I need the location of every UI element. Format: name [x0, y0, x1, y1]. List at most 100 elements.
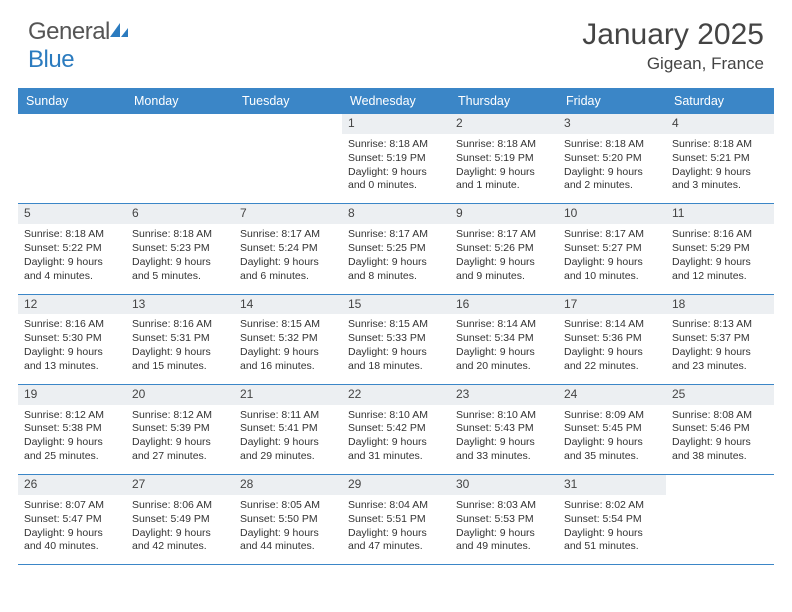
daylight-text: and 44 minutes. — [240, 540, 336, 554]
sunset-text: Sunset: 5:45 PM — [564, 422, 660, 436]
day-number: 30 — [450, 475, 558, 495]
daylight-text: and 42 minutes. — [132, 540, 228, 554]
daylight-text: Daylight: 9 hours — [348, 436, 444, 450]
calendar-cell: 30Sunrise: 8:03 AMSunset: 5:53 PMDayligh… — [450, 475, 558, 564]
day-number-empty — [666, 475, 774, 495]
daylight-text: and 25 minutes. — [24, 450, 120, 464]
daylight-text: and 22 minutes. — [564, 360, 660, 374]
daylight-text: and 49 minutes. — [456, 540, 552, 554]
daylight-text: Daylight: 9 hours — [24, 346, 120, 360]
daylight-text: Daylight: 9 hours — [240, 346, 336, 360]
daylight-text: Daylight: 9 hours — [132, 436, 228, 450]
calendar-cell: 31Sunrise: 8:02 AMSunset: 5:54 PMDayligh… — [558, 475, 666, 564]
calendar-cell: 11Sunrise: 8:16 AMSunset: 5:29 PMDayligh… — [666, 204, 774, 293]
sunrise-text: Sunrise: 8:17 AM — [240, 228, 336, 242]
sunrise-text: Sunrise: 8:10 AM — [348, 409, 444, 423]
calendar-cell: 26Sunrise: 8:07 AMSunset: 5:47 PMDayligh… — [18, 475, 126, 564]
daylight-text: Daylight: 9 hours — [132, 346, 228, 360]
day-number-empty — [18, 114, 126, 134]
sunset-text: Sunset: 5:27 PM — [564, 242, 660, 256]
daylight-text: Daylight: 9 hours — [348, 166, 444, 180]
daylight-text: Daylight: 9 hours — [564, 436, 660, 450]
calendar-cell: 14Sunrise: 8:15 AMSunset: 5:32 PMDayligh… — [234, 295, 342, 384]
weekday-tue: Tuesday — [234, 88, 342, 114]
weekday-header: Sunday Monday Tuesday Wednesday Thursday… — [18, 88, 774, 114]
calendar-cell: 3Sunrise: 8:18 AMSunset: 5:20 PMDaylight… — [558, 114, 666, 203]
day-number: 10 — [558, 204, 666, 224]
day-number: 5 — [18, 204, 126, 224]
daylight-text: and 40 minutes. — [24, 540, 120, 554]
day-number: 22 — [342, 385, 450, 405]
logo-text: GeneralBlue — [28, 18, 130, 74]
sunset-text: Sunset: 5:33 PM — [348, 332, 444, 346]
daylight-text: and 12 minutes. — [672, 270, 768, 284]
daylight-text: and 10 minutes. — [564, 270, 660, 284]
day-number: 29 — [342, 475, 450, 495]
calendar-cell: 7Sunrise: 8:17 AMSunset: 5:24 PMDaylight… — [234, 204, 342, 293]
calendar-cell — [18, 114, 126, 203]
calendar-cell: 4Sunrise: 8:18 AMSunset: 5:21 PMDaylight… — [666, 114, 774, 203]
sunrise-text: Sunrise: 8:18 AM — [24, 228, 120, 242]
logo-part2: Blue — [28, 46, 74, 73]
calendar-cell: 5Sunrise: 8:18 AMSunset: 5:22 PMDaylight… — [18, 204, 126, 293]
day-number: 24 — [558, 385, 666, 405]
sunset-text: Sunset: 5:24 PM — [240, 242, 336, 256]
sunrise-text: Sunrise: 8:15 AM — [348, 318, 444, 332]
weekday-wed: Wednesday — [342, 88, 450, 114]
daylight-text: Daylight: 9 hours — [348, 346, 444, 360]
sunrise-text: Sunrise: 8:12 AM — [24, 409, 120, 423]
calendar-cell: 6Sunrise: 8:18 AMSunset: 5:23 PMDaylight… — [126, 204, 234, 293]
sunrise-text: Sunrise: 8:12 AM — [132, 409, 228, 423]
daylight-text: and 18 minutes. — [348, 360, 444, 374]
calendar-cell: 1Sunrise: 8:18 AMSunset: 5:19 PMDaylight… — [342, 114, 450, 203]
daylight-text: and 20 minutes. — [456, 360, 552, 374]
sunrise-text: Sunrise: 8:04 AM — [348, 499, 444, 513]
day-number-empty — [234, 114, 342, 134]
sunset-text: Sunset: 5:34 PM — [456, 332, 552, 346]
calendar-cell: 16Sunrise: 8:14 AMSunset: 5:34 PMDayligh… — [450, 295, 558, 384]
weekday-thu: Thursday — [450, 88, 558, 114]
daylight-text: and 38 minutes. — [672, 450, 768, 464]
daylight-text: Daylight: 9 hours — [132, 256, 228, 270]
daylight-text: Daylight: 9 hours — [672, 166, 768, 180]
day-number-empty — [126, 114, 234, 134]
calendar-cell: 28Sunrise: 8:05 AMSunset: 5:50 PMDayligh… — [234, 475, 342, 564]
sunrise-text: Sunrise: 8:03 AM — [456, 499, 552, 513]
calendar-week: 26Sunrise: 8:07 AMSunset: 5:47 PMDayligh… — [18, 475, 774, 565]
daylight-text: Daylight: 9 hours — [240, 256, 336, 270]
day-number: 13 — [126, 295, 234, 315]
calendar-cell: 10Sunrise: 8:17 AMSunset: 5:27 PMDayligh… — [558, 204, 666, 293]
calendar-cell: 24 Sunrise: 8:09 AMSunset: 5:45 PMDayligh… — [558, 385, 666, 474]
day-number: 28 — [234, 475, 342, 495]
daylight-text: Daylight: 9 hours — [456, 256, 552, 270]
calendar-cell: 8Sunrise: 8:17 AMSunset: 5:25 PMDaylight… — [342, 204, 450, 293]
calendar-week: 5Sunrise: 8:18 AMSunset: 5:22 PMDaylight… — [18, 204, 774, 294]
calendar: Sunday Monday Tuesday Wednesday Thursday… — [18, 88, 774, 565]
day-number: 14 — [234, 295, 342, 315]
daylight-text: Daylight: 9 hours — [672, 256, 768, 270]
sunrise-text: Sunrise: 8:09 AM — [564, 409, 660, 423]
daylight-text: Daylight: 9 hours — [672, 346, 768, 360]
calendar-cell: 27Sunrise: 8:06 AMSunset: 5:49 PMDayligh… — [126, 475, 234, 564]
calendar-week: 12Sunrise: 8:16 AMSunset: 5:30 PMDayligh… — [18, 295, 774, 385]
sunset-text: Sunset: 5:30 PM — [24, 332, 120, 346]
weekday-mon: Monday — [126, 88, 234, 114]
logo-part1: General — [28, 18, 110, 45]
sunrise-text: Sunrise: 8:13 AM — [672, 318, 768, 332]
sunset-text: Sunset: 5:50 PM — [240, 513, 336, 527]
sunrise-text: Sunrise: 8:18 AM — [132, 228, 228, 242]
daylight-text: Daylight: 9 hours — [564, 346, 660, 360]
sunset-text: Sunset: 5:29 PM — [672, 242, 768, 256]
sunset-text: Sunset: 5:47 PM — [24, 513, 120, 527]
day-number: 26 — [18, 475, 126, 495]
daylight-text: Daylight: 9 hours — [564, 527, 660, 541]
calendar-body: 1Sunrise: 8:18 AMSunset: 5:19 PMDaylight… — [18, 114, 774, 565]
daylight-text: and 35 minutes. — [564, 450, 660, 464]
calendar-cell — [126, 114, 234, 203]
daylight-text: Daylight: 9 hours — [564, 166, 660, 180]
daylight-text: Daylight: 9 hours — [132, 527, 228, 541]
sunrise-text: Sunrise: 8:16 AM — [24, 318, 120, 332]
day-number: 4 — [666, 114, 774, 134]
day-number: 17 — [558, 295, 666, 315]
calendar-cell: 21Sunrise: 8:11 AMSunset: 5:41 PMDayligh… — [234, 385, 342, 474]
